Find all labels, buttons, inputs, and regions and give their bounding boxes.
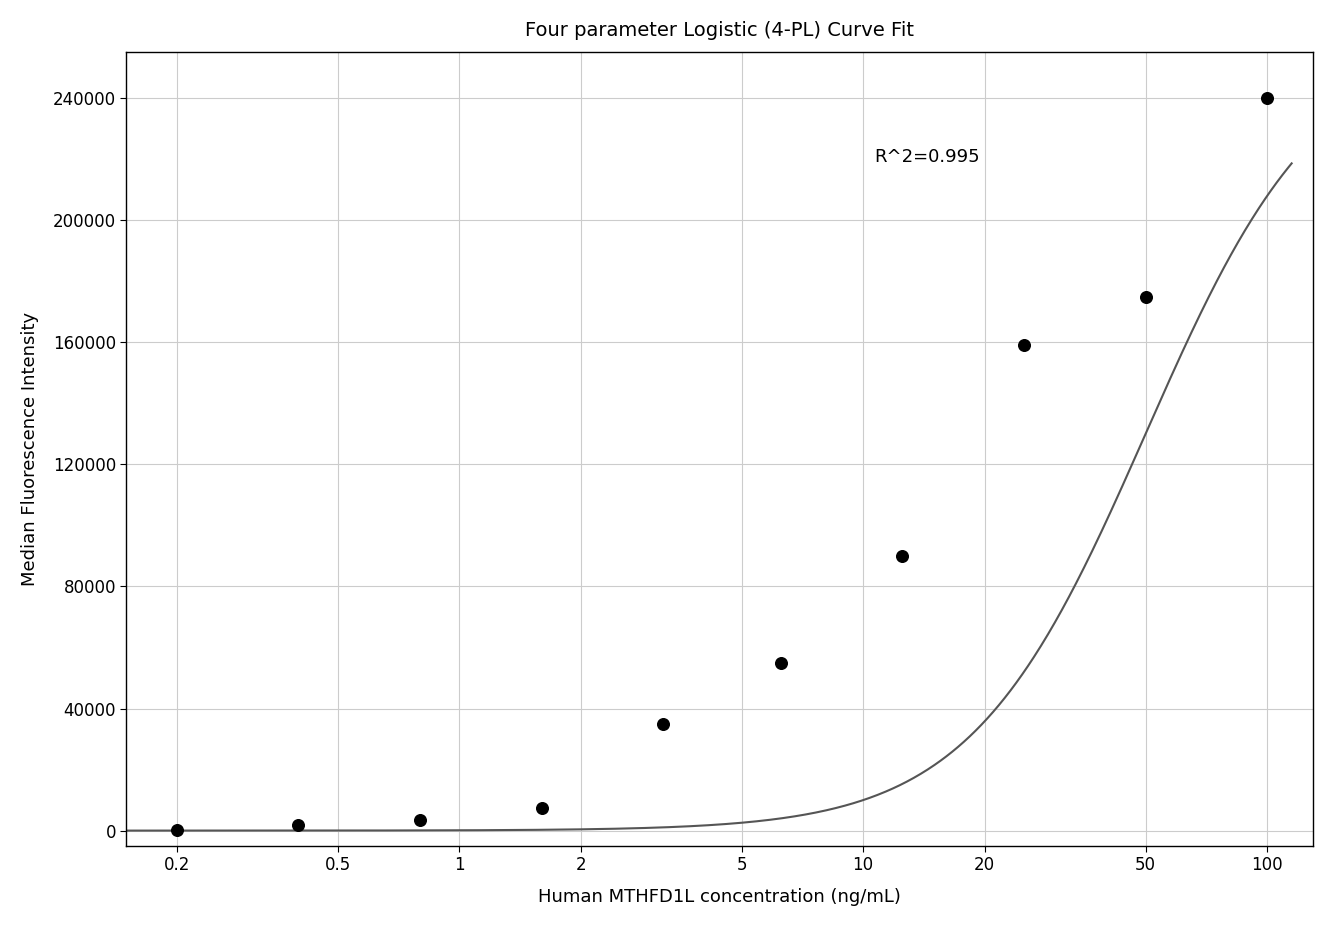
- Point: [770, 655, 791, 670]
- Text: R^2=0.995: R^2=0.995: [874, 147, 979, 166]
- Point: [167, 822, 188, 837]
- Y-axis label: Median Fluorescence Intensity: Median Fluorescence Intensity: [21, 312, 39, 586]
- Point: [891, 549, 912, 564]
- X-axis label: Human MTHFD1L concentration (ng/mL): Human MTHFD1L concentration (ng/mL): [539, 888, 902, 907]
- Point: [1135, 289, 1157, 304]
- Point: [410, 812, 431, 827]
- Title: Four parameter Logistic (4-PL) Curve Fit: Four parameter Logistic (4-PL) Curve Fit: [526, 20, 914, 40]
- Point: [1014, 338, 1035, 353]
- Point: [652, 717, 674, 731]
- Point: [1257, 91, 1278, 106]
- Point: [531, 800, 552, 815]
- Point: [288, 818, 309, 832]
